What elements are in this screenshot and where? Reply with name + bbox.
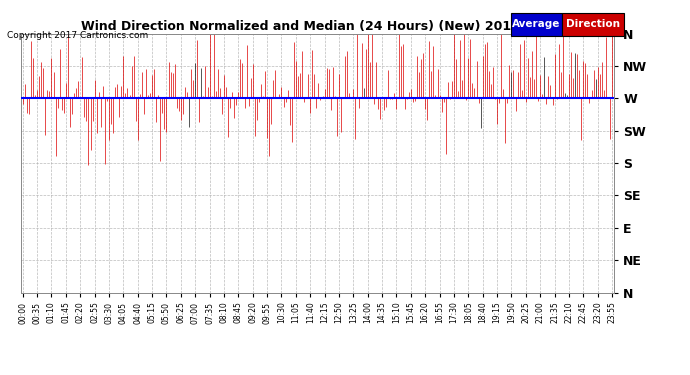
Text: Direction: Direction	[566, 20, 620, 29]
Title: Wind Direction Normalized and Median (24 Hours) (New) 20171206: Wind Direction Normalized and Median (24…	[81, 20, 554, 33]
Text: Copyright 2017 Cartronics.com: Copyright 2017 Cartronics.com	[7, 30, 148, 39]
Text: Average: Average	[512, 20, 561, 29]
